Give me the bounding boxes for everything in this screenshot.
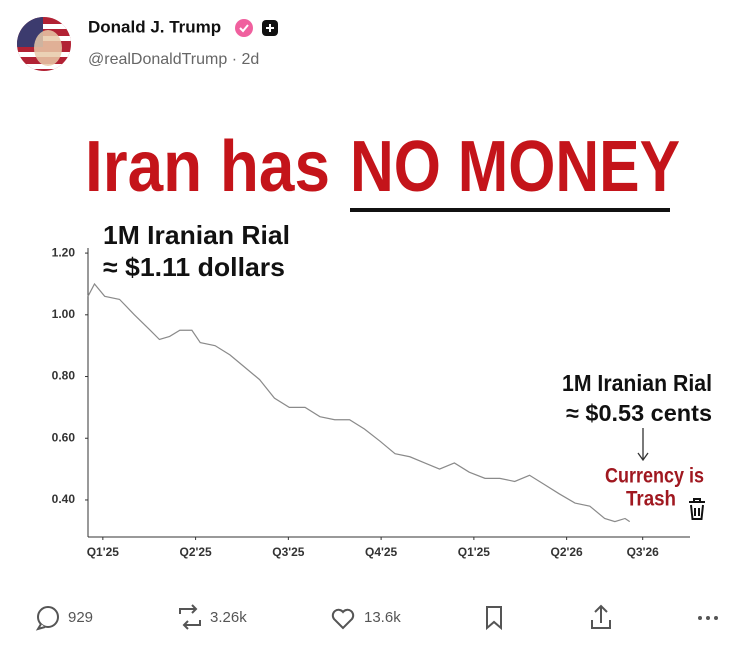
y-tick-label: 0.80 xyxy=(52,369,76,383)
chart-title: NO MONEY xyxy=(350,127,680,207)
x-tick-label: Q4'25 xyxy=(365,545,398,559)
x-tick-label: Q2'26 xyxy=(551,545,584,559)
plus-badge xyxy=(262,20,278,36)
y-tick-label: 0.40 xyxy=(52,492,76,506)
data-line xyxy=(87,282,631,523)
y-tick-label: 1.20 xyxy=(52,245,76,259)
avatar[interactable] xyxy=(17,17,71,71)
y-tick-label: 0.60 xyxy=(52,430,76,444)
arrow xyxy=(637,428,649,462)
reply-button[interactable] xyxy=(35,606,59,631)
annotation: ≈ $0.53 cents xyxy=(566,400,712,426)
x-tick-label: Q1'25 xyxy=(458,545,491,559)
like-count: 13.6k xyxy=(364,609,401,626)
annotation: ≈ $1.11 dollars xyxy=(103,252,285,282)
x-tick-label: Q3'25 xyxy=(272,545,305,559)
reply-count: 929 xyxy=(68,609,93,626)
handle[interactable]: @realDonaldTrump · 2d xyxy=(88,51,259,68)
x-tick-label: Q3'26 xyxy=(627,545,660,559)
bookmark-button[interactable] xyxy=(486,606,502,631)
repost-button[interactable] xyxy=(179,604,201,630)
x-tick-label: Q2'25 xyxy=(179,545,212,559)
annotation: Trash xyxy=(626,488,676,511)
annotation: 1M Iranian Rial xyxy=(103,220,290,250)
like-button[interactable] xyxy=(331,608,355,630)
share-button[interactable] xyxy=(591,604,611,629)
annotation: Currency is xyxy=(605,465,704,488)
more-button[interactable] xyxy=(698,616,718,620)
x-tick-label: Q1'25 xyxy=(87,545,120,559)
chart-title: Iran has xyxy=(85,127,330,207)
y-tick-label: 1.00 xyxy=(52,307,76,321)
repost-count: 3.26k xyxy=(210,609,247,626)
trash-icon xyxy=(689,498,705,520)
verified-badge xyxy=(235,19,253,37)
author-name[interactable]: Donald J. Trump xyxy=(88,17,221,36)
annotation: 1M Iranian Rial xyxy=(562,370,712,396)
